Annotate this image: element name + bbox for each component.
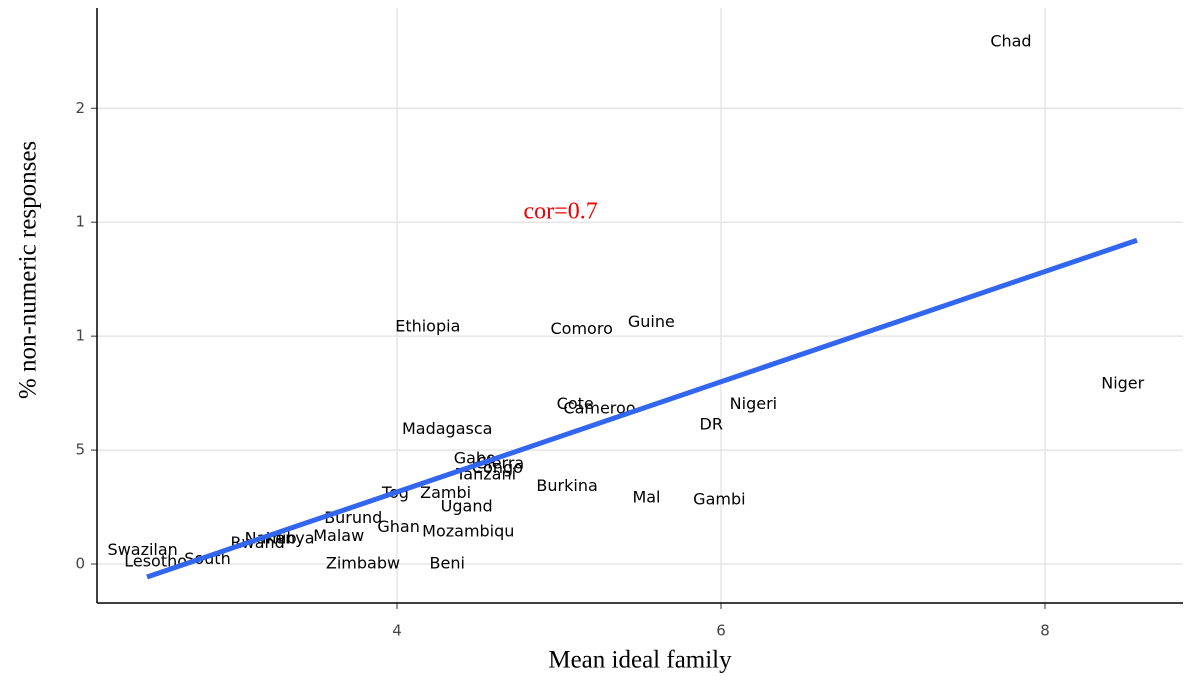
point-label: Rwand bbox=[231, 533, 285, 552]
x-tick-label: 6 bbox=[716, 622, 726, 640]
x-tick-label: 4 bbox=[392, 622, 402, 640]
point-label: Mozambiqu bbox=[422, 522, 514, 541]
point-label: Congo bbox=[472, 458, 523, 477]
point-label: Namib bbox=[245, 528, 297, 547]
fit-line bbox=[146, 237, 1138, 580]
point-label: Ethiopia bbox=[395, 317, 460, 336]
point-label: Niger bbox=[1101, 374, 1144, 393]
point-label: Beni bbox=[430, 554, 465, 573]
x-axis-label: Mean ideal family bbox=[548, 647, 732, 674]
point-label: Swazilan bbox=[108, 540, 178, 559]
point-label: Comoro bbox=[551, 319, 613, 338]
point-label: Nigeri bbox=[730, 394, 777, 413]
point-label: DR bbox=[700, 415, 723, 434]
y-axis-label: % non-numeric responses bbox=[15, 141, 42, 399]
point-label: Burund bbox=[324, 508, 382, 527]
point-label: Zimbabw bbox=[326, 554, 400, 573]
point-label: Ghan bbox=[377, 517, 419, 536]
point-label: Guine bbox=[628, 312, 675, 331]
point-label: Cote bbox=[557, 394, 594, 413]
point-label: Sierra bbox=[477, 453, 524, 472]
y-tick-label: 1 bbox=[75, 327, 85, 345]
y-tick-label: 2 bbox=[75, 99, 85, 117]
point-label: Lesotho bbox=[124, 551, 187, 570]
annotation: cor=0.7 bbox=[524, 199, 598, 225]
y-tick-label: 0 bbox=[75, 555, 85, 573]
point-label: Zambi bbox=[420, 483, 471, 502]
point-label: Ugand bbox=[441, 497, 493, 516]
point-label: Malaw bbox=[313, 526, 364, 545]
point-label: Cameroo bbox=[563, 399, 635, 418]
point-label: Chad bbox=[990, 32, 1031, 51]
x-tick-label: 8 bbox=[1040, 622, 1050, 640]
point-label: Burkina bbox=[536, 476, 597, 495]
point-label: Madagasca bbox=[402, 419, 492, 438]
point-label: Gambi bbox=[693, 490, 745, 509]
point-label: Mal bbox=[632, 487, 660, 506]
y-tick-label: 1 bbox=[75, 213, 85, 231]
y-tick-label: 5 bbox=[75, 441, 85, 459]
point-label: Kenya bbox=[266, 528, 315, 547]
